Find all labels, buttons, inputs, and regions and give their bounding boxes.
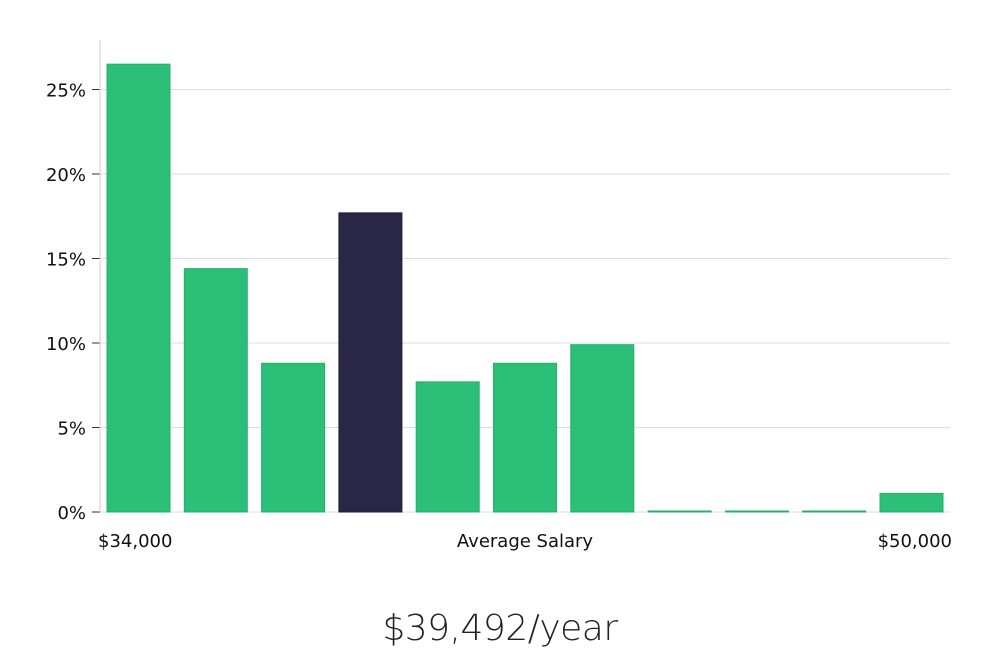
bar <box>724 510 789 513</box>
bar <box>879 492 944 513</box>
salary-histogram: 0%5%10%15%20%25% $34,000 Average Salary … <box>46 40 952 552</box>
bar <box>647 510 712 513</box>
bar <box>493 362 557 513</box>
y-tick-label: 25% <box>46 81 86 102</box>
y-tick-label: 20% <box>46 165 86 186</box>
y-axis-ticks: 0% 5% 10% 15% 20% 25% <box>46 81 100 524</box>
x-axis-title: Average Salary <box>457 531 594 552</box>
bar <box>570 344 635 513</box>
y-tick-label: 5% <box>57 419 86 440</box>
bar <box>106 63 171 513</box>
average-salary-value: $39,492/year <box>382 608 618 649</box>
y-tick-label: 15% <box>46 250 86 271</box>
bar <box>415 381 480 513</box>
x-start-label: $34,000 <box>98 531 172 552</box>
bar <box>802 510 867 513</box>
y-tick-label: 10% <box>46 334 86 355</box>
bars <box>106 63 944 513</box>
bar <box>261 362 326 513</box>
x-end-label: $50,000 <box>878 531 952 552</box>
y-tick-label: 0% <box>57 503 86 524</box>
bar-highlighted <box>338 212 403 513</box>
bar <box>183 268 248 513</box>
